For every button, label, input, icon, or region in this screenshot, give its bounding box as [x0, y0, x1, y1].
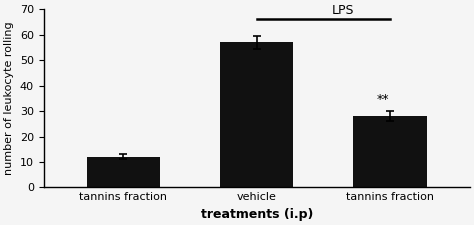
Bar	[87, 157, 160, 187]
Bar	[353, 116, 427, 187]
Text: LPS: LPS	[332, 4, 355, 17]
Text: **: **	[377, 93, 390, 106]
X-axis label: treatments (i.p): treatments (i.p)	[201, 208, 313, 221]
Bar	[220, 42, 293, 187]
Y-axis label: number of leukocyte rolling: number of leukocyte rolling	[4, 22, 14, 175]
